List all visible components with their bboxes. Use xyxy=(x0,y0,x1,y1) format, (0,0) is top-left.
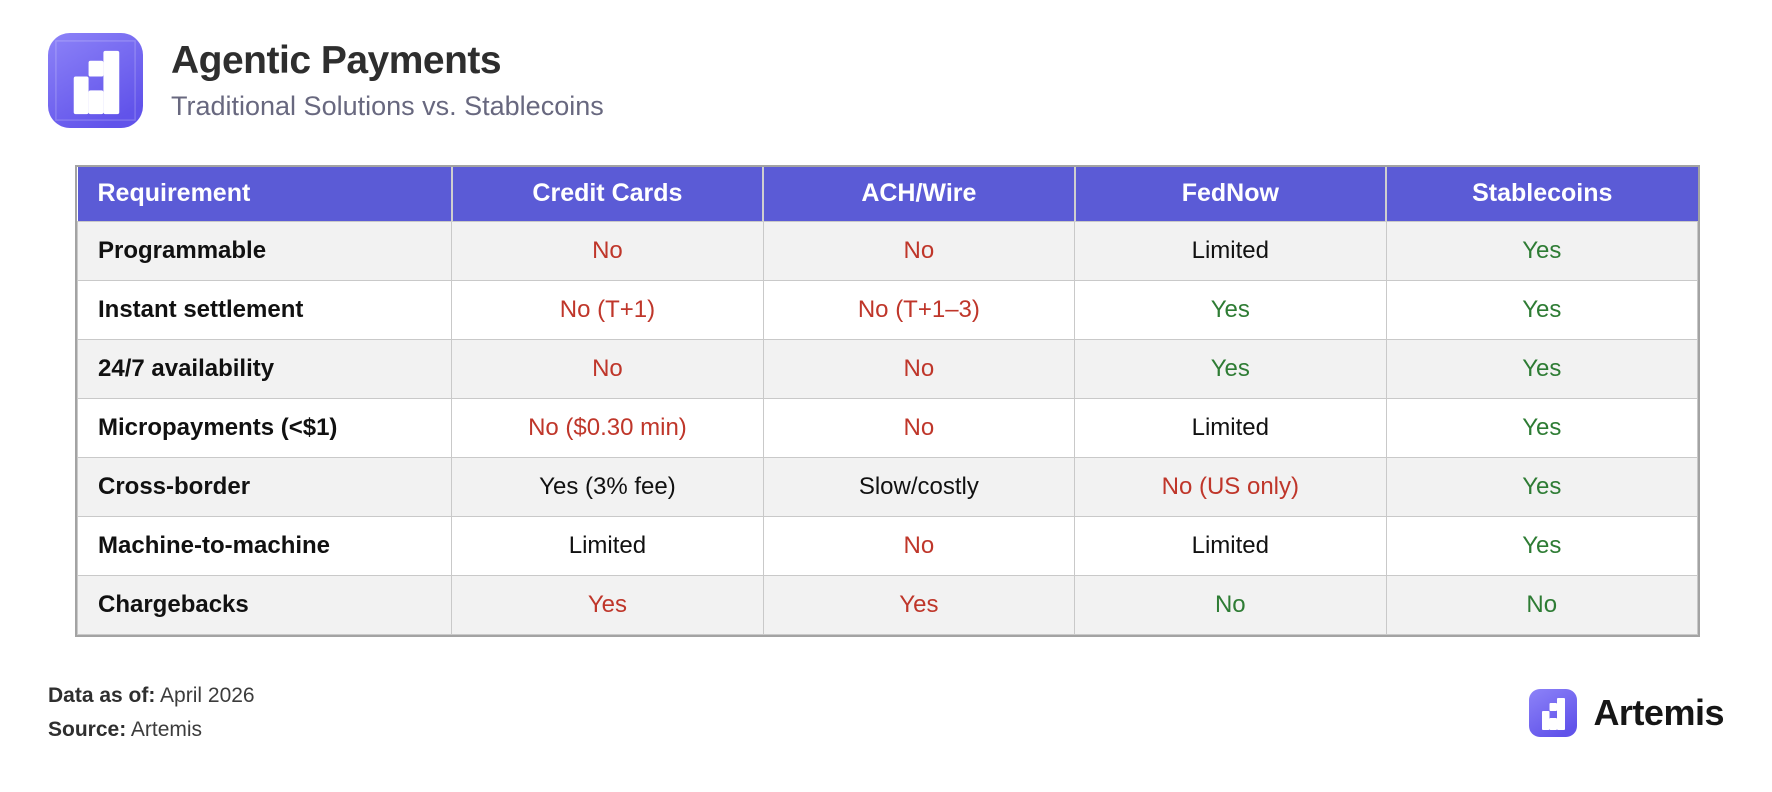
cell-24-7-availability-ach-wire: No xyxy=(762,338,1076,399)
cell-instant-settlement-stablecoins: Yes xyxy=(1385,279,1699,340)
table-row: Chargebacks Yes Yes No No xyxy=(76,574,1699,635)
table-body: Programmable No No Limited Yes Instant settle… xyxy=(76,220,1699,635)
artemis-logo-icon-small xyxy=(1529,689,1578,738)
cell-instant-settlement-fednow: Yes xyxy=(1074,279,1387,340)
column-header-stablecoins: Stablecoins xyxy=(1385,167,1698,221)
row-label-machine-to-machine: Machine-to-machine xyxy=(76,515,453,576)
row-label-chargebacks: Chargebacks xyxy=(76,574,453,635)
table-row: 24/7 availability No No Yes Yes xyxy=(76,338,1699,399)
comparison-table: Requirement Credit Cards ACH/Wire FedNow Sta… xyxy=(76,167,1699,635)
comparison-table-frame: Requirement Credit Cards ACH/Wire FedNow Sta… xyxy=(75,165,1700,637)
column-header-requirement: Requirement xyxy=(77,167,452,221)
table-header-row: Requirement Credit Cards ACH/Wire FedNow Sta… xyxy=(77,167,1698,221)
source-line: Source: Artemis xyxy=(48,713,255,748)
cell-instant-settlement-credit-cards: No (T+1) xyxy=(451,279,764,340)
cell-24-7-availability-stablecoins: Yes xyxy=(1385,338,1699,399)
source-value: Artemis xyxy=(130,718,203,742)
row-label-24-7-availability: 24/7 availability xyxy=(76,338,453,399)
row-label-programmable: Programmable xyxy=(76,220,453,281)
cell-cross-border-fednow: No (US only) xyxy=(1074,456,1387,517)
column-header-credit-cards: Credit Cards xyxy=(450,167,764,221)
source-label: Source: xyxy=(48,718,127,742)
table-row: Programmable No No Limited Yes xyxy=(76,220,1699,281)
page-header: Agentic Payments Traditional Solutions v… xyxy=(0,0,1772,128)
page-subtitle: Traditional Solutions vs. Stablecoins xyxy=(171,90,604,121)
row-label-instant-settlement: Instant settlement xyxy=(76,279,453,340)
cell-micropayments-1-credit-cards: No ($0.30 min) xyxy=(451,397,764,458)
table-header: Requirement Credit Cards ACH/Wire FedNow Sta… xyxy=(77,167,1698,221)
cell-machine-to-machine-fednow: Limited xyxy=(1074,515,1387,576)
cell-machine-to-machine-credit-cards: Limited xyxy=(451,515,764,576)
cell-micropayments-1-fednow: Limited xyxy=(1074,397,1387,458)
data-as-of-value: April 2026 xyxy=(160,683,255,707)
cell-machine-to-machine-ach-wire: No xyxy=(762,515,1076,576)
cell-cross-border-ach-wire: Slow/costly xyxy=(762,456,1076,517)
cell-programmable-fednow: Limited xyxy=(1074,220,1387,281)
title-block: Agentic Payments Traditional Solutions v… xyxy=(171,39,604,122)
footer-meta: Data as of: April 2026 Source: Artemis xyxy=(48,679,255,748)
data-as-of-label: Data as of: xyxy=(48,683,156,707)
column-header-ach-wire: ACH/Wire xyxy=(762,167,1075,221)
cell-24-7-availability-credit-cards: No xyxy=(451,338,764,399)
cell-chargebacks-ach-wire: Yes xyxy=(762,574,1076,635)
cell-chargebacks-credit-cards: Yes xyxy=(451,574,764,635)
cell-programmable-ach-wire: No xyxy=(762,220,1076,281)
page-title: Agentic Payments xyxy=(171,39,502,83)
brand-lockup: Artemis xyxy=(1529,689,1724,738)
cell-24-7-availability-fednow: Yes xyxy=(1074,338,1387,399)
cell-chargebacks-fednow: No xyxy=(1074,574,1387,635)
cell-chargebacks-stablecoins: No xyxy=(1385,574,1699,635)
cell-programmable-credit-cards: No xyxy=(451,220,764,281)
cell-micropayments-1-stablecoins: Yes xyxy=(1385,397,1699,458)
cell-cross-border-credit-cards: Yes (3% fee) xyxy=(451,456,764,517)
table-row: Cross-border Yes (3% fee) Slow/costly No (U… xyxy=(76,456,1699,517)
cell-micropayments-1-ach-wire: No xyxy=(762,397,1076,458)
column-header-fednow: FedNow xyxy=(1073,167,1387,221)
artemis-logo-icon xyxy=(48,33,143,128)
cell-programmable-stablecoins: Yes xyxy=(1385,220,1699,281)
row-label-cross-border: Cross-border xyxy=(76,456,453,517)
data-as-of-line: Data as of: April 2026 xyxy=(48,679,255,714)
table-row: Instant settlement No (T+1) No (T+1–3) Yes Y… xyxy=(76,279,1699,340)
row-label-micropayments-1: Micropayments (<$1) xyxy=(76,397,453,458)
table-row: Micropayments (<$1) No ($0.30 min) No Limit… xyxy=(76,397,1699,458)
cell-cross-border-stablecoins: Yes xyxy=(1385,456,1699,517)
brand-name: Artemis xyxy=(1593,692,1724,734)
cell-instant-settlement-ach-wire: No (T+1–3) xyxy=(762,279,1076,340)
page-footer: Data as of: April 2026 Source: Artemis xyxy=(48,679,1724,748)
cell-machine-to-machine-stablecoins: Yes xyxy=(1385,515,1699,576)
table-row: Machine-to-machine Limited No Limited Yes xyxy=(76,515,1699,576)
